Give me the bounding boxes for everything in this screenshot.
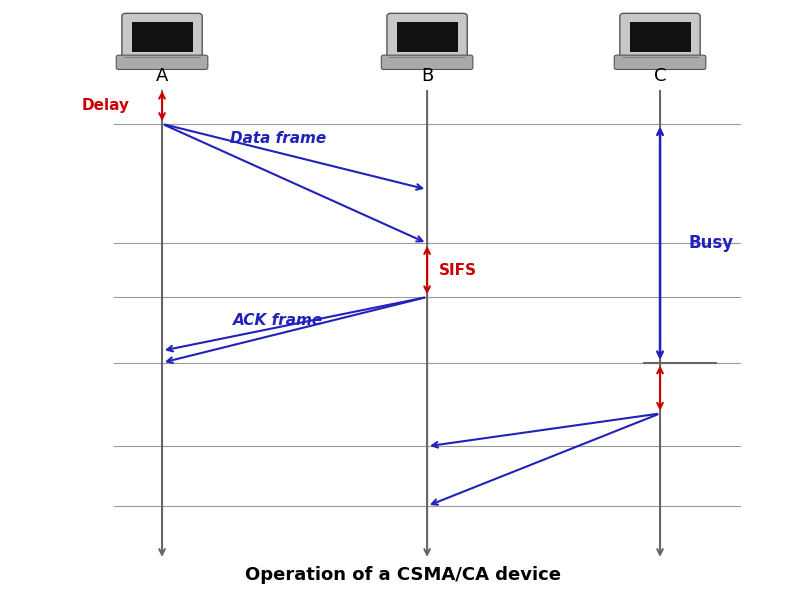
FancyBboxPatch shape [387,13,467,60]
Text: A: A [156,67,168,85]
Text: Operation of a CSMA/CA device: Operation of a CSMA/CA device [245,566,561,584]
Text: B: B [421,67,433,85]
Bar [397,22,458,52]
Text: Busy: Busy [688,234,733,252]
FancyBboxPatch shape [122,13,202,60]
Text: ACK frame: ACK frame [234,313,324,328]
FancyBboxPatch shape [381,55,473,70]
FancyBboxPatch shape [614,55,706,70]
Bar [629,22,691,52]
FancyBboxPatch shape [116,55,208,70]
Bar [131,22,193,52]
FancyBboxPatch shape [620,13,700,60]
Text: Data frame: Data frame [231,131,326,146]
Text: SIFS: SIFS [439,263,477,278]
Text: C: C [654,67,667,85]
Text: Delay: Delay [82,98,130,113]
